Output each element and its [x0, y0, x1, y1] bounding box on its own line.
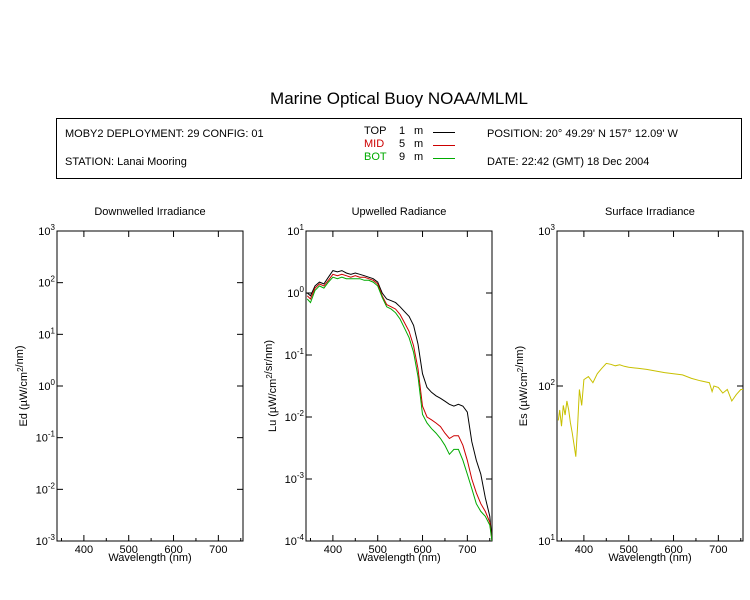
y-tick-label: 100 [38, 378, 55, 393]
plot-frame [305, 230, 493, 542]
y-axis-label: Lu (µW/cm2/sr/nm) [263, 340, 279, 432]
x-tick-label: 400 [75, 544, 93, 556]
info-box: MOBY2 DEPLOYMENT: 29 CONFIG: 01 STATION:… [56, 118, 742, 179]
chart-title: Surface Irradiance [605, 206, 695, 218]
chart-panel-1: Downwelled Irradiance 400 500 600 700 Wavelen… [14, 206, 244, 564]
chart-title: Upwelled Radiance [352, 206, 447, 218]
y-tick-label: 10-4 [285, 533, 305, 548]
y-tick-label: 10-3 [36, 533, 56, 548]
date-text: DATE: 22:42 (GMT) 18 Dec 2004 [487, 156, 650, 168]
x-tick-label: 700 [709, 544, 727, 556]
y-tick-label: 103 [538, 223, 555, 238]
y-tick-label: 101 [38, 326, 55, 341]
series-line-es [557, 362, 743, 457]
legend-mid-line [433, 145, 455, 146]
y-tick-label: 10-1 [285, 347, 305, 362]
y-tick-label: 102 [538, 378, 555, 393]
x-tick-label: 700 [209, 544, 227, 556]
y-axis-label: Es (µW/cm2/nm) [514, 346, 530, 426]
y-tick-label: 10-3 [285, 471, 305, 486]
x-tick-label: 500 [120, 544, 138, 556]
legend-mid-depth: 5 [399, 138, 406, 150]
chart-panel-2: Upwelled Radiance 400 500 600 700 Wavelength … [263, 206, 493, 564]
y-tick-label: 101 [287, 223, 304, 238]
x-axis-label: Wavelength (nm) [357, 552, 440, 564]
y-tick-label: 100 [287, 285, 304, 300]
x-tick-label: 400 [575, 544, 593, 556]
page-title: Marine Optical Buoy NOAA/MLML [270, 89, 528, 108]
y-axis-label: Ed (µW/cm2/nm) [14, 345, 30, 426]
series-line-bot [306, 276, 492, 541]
y-tick-label: 10-1 [36, 430, 56, 445]
x-tick-label: 600 [413, 544, 431, 556]
x-tick-label: 400 [324, 544, 342, 556]
y-tick-label: 102 [38, 275, 55, 290]
legend-bot-line [433, 158, 455, 159]
deployment-text: MOBY2 DEPLOYMENT: 29 CONFIG: 01 [65, 128, 264, 140]
y-tick-label: 101 [538, 533, 555, 548]
legend-bot-depth: 9 [399, 151, 406, 163]
x-tick-label: 600 [164, 544, 182, 556]
y-tick-label: 10-2 [36, 481, 56, 496]
legend-top-depth: 1 [399, 125, 406, 137]
y-tick-label: 103 [38, 223, 55, 238]
series-line-top [306, 270, 492, 541]
legend-top-line [433, 132, 455, 133]
x-tick-label: 600 [664, 544, 682, 556]
legend-top-label: TOP [364, 125, 387, 137]
legend-bot-unit: m [414, 151, 424, 163]
x-tick-label: 500 [369, 544, 387, 556]
chart-panel-3: Surface Irradiance 400 500 600 700 Wavelength… [514, 206, 744, 564]
station-text: STATION: Lanai Mooring [65, 156, 187, 168]
position-text: POSITION: 20° 49.29' N 157° 12.09' W [487, 128, 678, 140]
x-axis-label: Wavelength (nm) [108, 552, 191, 564]
series-line-mid [306, 273, 492, 541]
x-tick-label: 700 [458, 544, 476, 556]
legend-mid-label: MID [364, 138, 385, 150]
legend-top-unit: m [414, 125, 424, 137]
x-axis-label: Wavelength (nm) [608, 552, 691, 564]
x-tick-label: 500 [620, 544, 638, 556]
chart-title: Downwelled Irradiance [94, 206, 205, 218]
legend-mid-unit: m [414, 138, 424, 150]
y-tick-label: 10-2 [285, 409, 305, 424]
plot-frame [56, 230, 244, 542]
legend-bot-label: BOT [364, 151, 387, 163]
